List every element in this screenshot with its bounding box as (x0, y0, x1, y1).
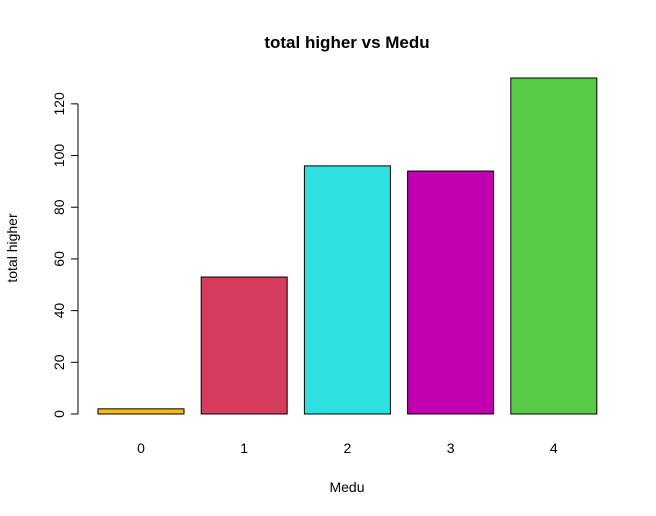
y-tick-label: 20 (51, 354, 67, 370)
x-tick-label: 2 (344, 440, 352, 456)
bar-3 (407, 170, 495, 415)
x-tick-label: 4 (550, 440, 558, 456)
bars-group (97, 77, 598, 415)
y-tick-label: 80 (51, 199, 67, 215)
bar-0 (97, 408, 185, 415)
y-tick-label: 0 (51, 410, 67, 418)
y-tick-label: 40 (51, 303, 67, 319)
chart-title: total higher vs Medu (264, 33, 429, 52)
x-axis-label: Medu (329, 479, 364, 495)
x-tick-label: 0 (137, 440, 145, 456)
y-tick-label: 100 (51, 144, 67, 168)
bar-2 (303, 165, 391, 415)
y-axis: 0 20 40 60 80 100 120 (51, 92, 79, 418)
y-axis-label: total higher (4, 213, 20, 283)
x-axis-tick-labels: 0 1 2 3 4 (137, 440, 558, 456)
x-tick-label: 3 (447, 440, 455, 456)
bar-4 (510, 77, 598, 415)
y-tick-label: 120 (51, 92, 67, 116)
x-tick-label: 1 (240, 440, 248, 456)
bar-1 (200, 276, 288, 415)
y-tick-label: 60 (51, 251, 67, 267)
